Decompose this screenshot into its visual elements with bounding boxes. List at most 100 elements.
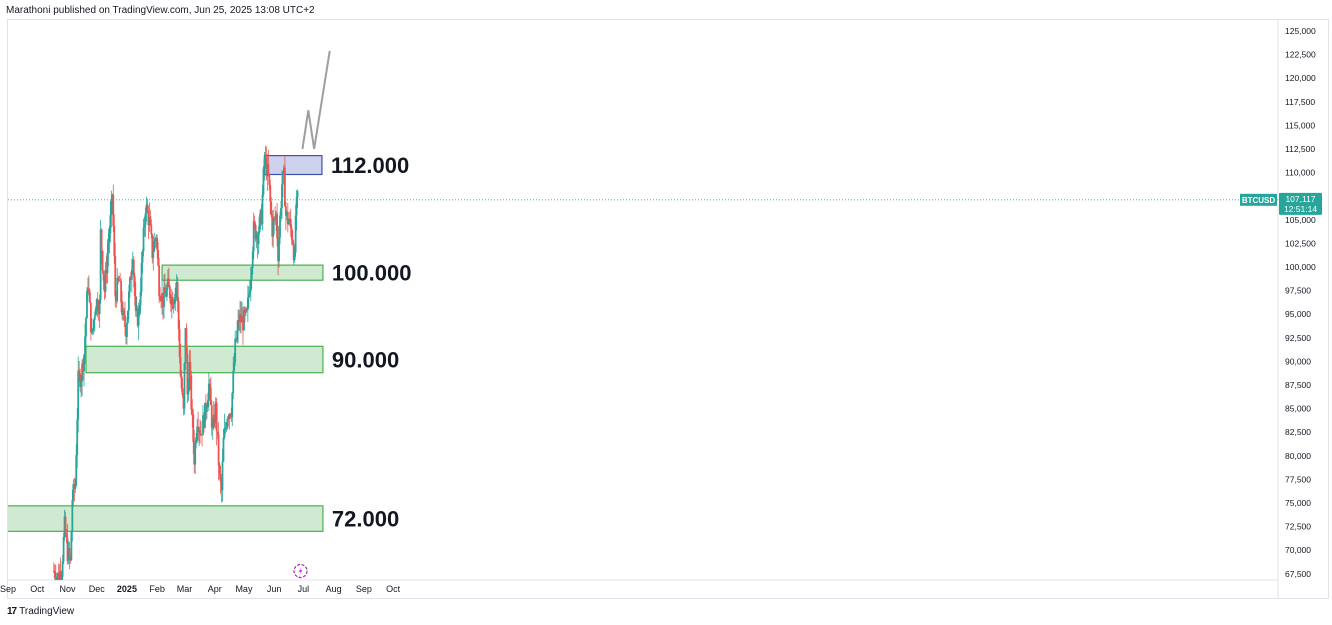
candle-down	[219, 473, 222, 482]
candle-up	[241, 316, 243, 323]
candle-down	[149, 216, 152, 225]
candle-up	[273, 218, 276, 222]
candle-down	[200, 434, 202, 436]
x-tick-label: Apr	[208, 584, 222, 594]
candle-down	[178, 329, 181, 358]
candle-up	[135, 308, 138, 311]
candle-up	[252, 220, 255, 252]
candle-up	[263, 158, 266, 169]
candle-up	[71, 500, 74, 532]
candle-up	[278, 237, 280, 262]
candle-up	[94, 308, 97, 316]
candle-up	[61, 561, 64, 577]
y-tick-label: 115,000	[1285, 120, 1315, 130]
candle-down	[284, 167, 286, 207]
candle-down	[210, 405, 213, 429]
candle-up	[145, 204, 148, 214]
candle-up	[198, 430, 200, 432]
candle-down	[102, 270, 105, 281]
candle-down	[147, 211, 150, 226]
candle-down	[53, 571, 56, 578]
candle-up	[62, 537, 65, 562]
candle-down	[290, 228, 293, 240]
candle-down	[146, 204, 149, 212]
candle-up	[172, 302, 175, 309]
candle-up	[58, 571, 61, 580]
candle-down	[132, 259, 135, 277]
candle-down	[215, 402, 218, 432]
candle-down	[112, 194, 115, 227]
candle-up	[234, 338, 237, 363]
candle-up	[161, 292, 163, 302]
candle-up	[287, 222, 290, 225]
candle-up	[224, 428, 227, 430]
tradingview-footer[interactable]: 17 TradingView	[7, 606, 74, 617]
candle-up	[236, 330, 239, 341]
candle-up	[282, 171, 284, 185]
countdown-label: 12:51:14	[1284, 204, 1317, 214]
candle-down	[291, 239, 294, 244]
y-tick-label: 100,000	[1285, 262, 1316, 272]
y-tick-label: 112,500	[1285, 144, 1315, 154]
candle-down	[270, 201, 273, 215]
candle-down	[269, 185, 272, 202]
candle-up	[246, 297, 249, 310]
candle-up	[122, 310, 124, 316]
candle-down	[209, 387, 212, 406]
candle-up	[245, 308, 247, 313]
candle-down	[242, 316, 244, 331]
candle-up	[81, 363, 83, 382]
candle-up	[107, 243, 110, 253]
candle-down	[265, 157, 268, 177]
candle-up	[128, 291, 130, 311]
candle-down	[89, 291, 91, 303]
candle-up	[255, 234, 258, 240]
candle-up	[106, 252, 109, 274]
candle-down	[157, 249, 160, 266]
candle-up	[214, 402, 217, 424]
candle-down	[129, 277, 132, 280]
last-price-label: 107,117	[1285, 194, 1315, 204]
candle-down	[167, 278, 170, 287]
candle-up	[288, 218, 291, 223]
candle-up	[204, 402, 206, 429]
candle-up	[228, 414, 231, 420]
candle-down	[176, 281, 179, 302]
candle-down	[105, 269, 108, 274]
candle-down	[253, 220, 256, 225]
candle-down	[134, 296, 137, 311]
candle-down	[177, 301, 180, 330]
candle-up	[60, 576, 63, 580]
candle-up	[250, 267, 253, 280]
candle-down	[205, 402, 207, 412]
candle-up	[258, 216, 261, 233]
candle-up	[279, 215, 281, 238]
x-tick-label: Nov	[59, 584, 76, 594]
candle-up	[183, 363, 186, 409]
y-tick-label: 120,000	[1285, 73, 1316, 83]
y-tick-label: 82,500	[1285, 427, 1311, 437]
candle-down	[190, 375, 193, 410]
candle-up	[233, 362, 236, 371]
candle-up	[67, 547, 70, 561]
candle-up	[126, 322, 128, 337]
candle-down	[230, 416, 233, 418]
candle-up	[139, 291, 142, 306]
candle-up	[283, 167, 285, 172]
candle-down	[59, 571, 62, 580]
candle-down	[182, 394, 185, 409]
candle-down	[192, 414, 195, 443]
lightning-icon	[298, 567, 303, 575]
candle-up	[259, 209, 262, 217]
zone-100000	[161, 264, 324, 281]
candle-up	[194, 442, 197, 465]
y-tick-label: 67,500	[1285, 569, 1311, 579]
candle-up	[266, 163, 269, 177]
candle-up	[140, 262, 143, 292]
y-tick-label: 85,000	[1285, 404, 1311, 414]
candle-up	[155, 237, 158, 240]
candle-down	[119, 280, 122, 282]
candle-up	[237, 320, 239, 331]
candle-down	[117, 278, 120, 282]
